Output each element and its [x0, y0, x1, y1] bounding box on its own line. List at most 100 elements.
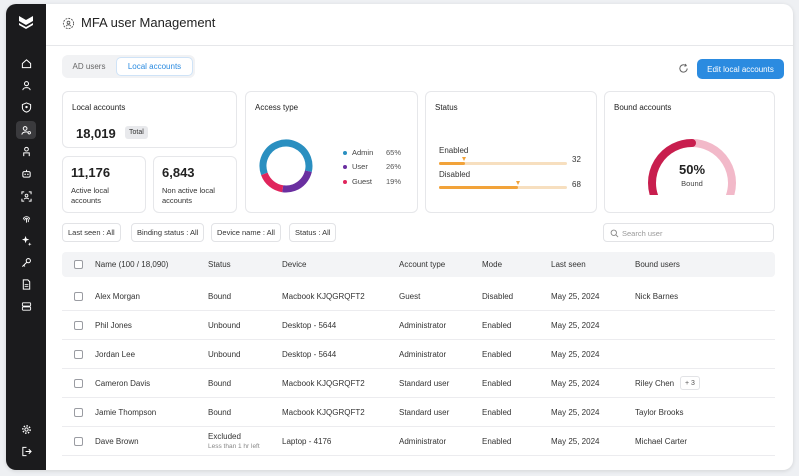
fingerprint-icon[interactable]	[16, 209, 36, 227]
cell-mode: Enabled	[482, 321, 512, 330]
table-row[interactable]: Cameron Davis Bound Macbook KJQGRQFT2 St…	[62, 369, 775, 398]
cell-device: Desktop - 5644	[282, 321, 337, 330]
cell-last-seen: May 25, 2024	[551, 292, 600, 301]
key-icon[interactable]	[16, 253, 36, 271]
active-accounts-value: 11,176	[71, 165, 111, 180]
enabled-bar-fill	[439, 162, 465, 165]
active-accounts-label: Active local accounts	[71, 186, 109, 205]
tab-ad-users[interactable]: AD users	[72, 62, 106, 71]
cell-account-type: Administrator	[399, 437, 447, 446]
sparkle-icon[interactable]	[16, 231, 36, 249]
logout-icon[interactable]	[16, 442, 36, 460]
cell-account-type: Standard user	[399, 379, 450, 388]
row-checkbox[interactable]	[74, 292, 83, 301]
cell-last-seen: May 25, 2024	[551, 321, 600, 330]
more-bound-users-badge[interactable]: + 3	[680, 376, 700, 390]
cell-bound-users: Nick Barnes	[635, 292, 679, 301]
cell-device: Macbook KJQGRQFT2	[282, 408, 365, 417]
tab-local-accounts[interactable]: Local accounts	[117, 58, 192, 75]
row-checkbox[interactable]	[74, 321, 83, 330]
enabled-label: Enabled	[439, 146, 469, 155]
column-header-last-seen[interactable]: Last seen	[551, 260, 586, 269]
cell-last-seen: May 25, 2024	[551, 379, 600, 388]
nonactive-accounts-card	[153, 156, 237, 213]
cell-status: Bound	[208, 292, 232, 301]
card-title: Local accounts	[72, 103, 126, 112]
local-accounts-card: Local accounts	[62, 91, 237, 148]
cell-mode: Enabled	[482, 350, 512, 359]
column-header-status[interactable]: Status	[208, 260, 231, 269]
bound-label: Bound	[681, 179, 703, 188]
search-input[interactable]	[622, 226, 767, 240]
enabled-bar	[439, 157, 567, 165]
gear-people-icon	[62, 17, 75, 30]
cell-mode: Disabled	[482, 292, 514, 301]
cell-account-type: Administrator	[399, 350, 447, 359]
active-accounts-card	[62, 156, 146, 213]
total-badge: Total	[125, 126, 148, 139]
filter-last-seen[interactable]: Last seen : All	[62, 223, 121, 242]
home-icon[interactable]	[16, 54, 36, 72]
refresh-icon[interactable]	[678, 63, 689, 74]
enabled-value: 32	[572, 155, 581, 164]
table-row[interactable]: Dave Brown Excluded Less than 1 hr left L…	[62, 427, 775, 456]
settings-icon[interactable]	[16, 420, 36, 438]
user-icon[interactable]	[16, 76, 36, 94]
column-header-account-type[interactable]: Account type	[399, 260, 446, 269]
column-header-name[interactable]: Name (100 / 18,090)	[95, 260, 169, 269]
status-card: Status Enabled 32 Disabled 68	[425, 91, 597, 213]
cell-status: Bound	[208, 408, 232, 417]
status-subtext: Less than 1 hr left	[208, 443, 260, 450]
face-scan-icon[interactable]	[16, 187, 36, 205]
row-checkbox[interactable]	[74, 350, 83, 359]
cell-last-seen: May 25, 2024	[551, 408, 600, 417]
page-title: MFA user Management	[81, 15, 216, 30]
table-row[interactable]: Phil Jones Unbound Desktop - 5644 Admini…	[62, 311, 775, 340]
cell-name: Jamie Thompson	[95, 408, 157, 417]
row-checkbox[interactable]	[74, 379, 83, 388]
filter-status[interactable]: Status : All	[289, 223, 337, 242]
bound-gauge-chart	[648, 139, 736, 195]
row-checkbox[interactable]	[74, 437, 83, 446]
column-header-bound-users[interactable]: Bound users	[635, 260, 680, 269]
main-content: MFA user Management AD users Local accou…	[46, 4, 793, 470]
donut-slice-user	[259, 139, 313, 193]
filter-binding-status[interactable]: Binding status : All	[131, 223, 205, 242]
robot-icon[interactable]	[16, 164, 36, 182]
cell-account-type: Standard user	[399, 408, 450, 417]
document-icon[interactable]	[16, 275, 36, 293]
card-title: Access type	[255, 103, 299, 112]
cell-status: Excluded Less than 1 hr left	[208, 432, 260, 450]
table-row[interactable]: Jordan Lee Unbound Desktop - 5644 Admini…	[62, 340, 775, 369]
select-all-checkbox[interactable]	[74, 260, 83, 269]
filter-device-name[interactable]: Device name : All	[211, 223, 281, 242]
search-icon	[610, 229, 619, 238]
disabled-value: 68	[572, 180, 581, 189]
cell-bound-users: Taylor Brooks	[635, 408, 684, 417]
shield-icon[interactable]	[16, 98, 36, 116]
legend-user: User 26%	[343, 162, 413, 171]
column-header-device[interactable]: Device	[282, 260, 307, 269]
cell-status: Unbound	[208, 350, 241, 359]
server-icon[interactable]	[16, 297, 36, 315]
card-title: Bound accounts	[614, 103, 672, 112]
legend-admin: Admin 65%	[343, 148, 413, 157]
donut-slice-guest	[259, 139, 313, 193]
chevron-logo-icon[interactable]	[18, 14, 34, 30]
table-row[interactable]: Alex Morgan Bound Macbook KJQGRQFT2 Gues…	[62, 282, 775, 311]
legend-guest: Guest 19%	[343, 177, 413, 186]
bound-percent: 50%	[678, 162, 706, 177]
cell-device: Laptop - 4176	[282, 437, 332, 446]
gauge-remaining-arc	[688, 139, 736, 195]
column-header-mode[interactable]: Mode	[482, 260, 503, 269]
table-header: Name (100 / 18,090) Status Device Accoun…	[62, 252, 775, 277]
cell-name: Cameron Davis	[95, 379, 151, 388]
person-icon[interactable]	[16, 142, 36, 160]
user-key-icon[interactable]	[16, 121, 36, 139]
page-header: MFA user Management	[46, 4, 793, 46]
row-checkbox[interactable]	[74, 408, 83, 417]
cell-status: Bound	[208, 379, 232, 388]
table-row[interactable]: Jamie Thompson Bound Macbook KJQGRQFT2 S…	[62, 398, 775, 427]
edit-local-accounts-button[interactable]: Edit local accounts	[697, 59, 784, 79]
access-donut-chart	[259, 139, 313, 193]
